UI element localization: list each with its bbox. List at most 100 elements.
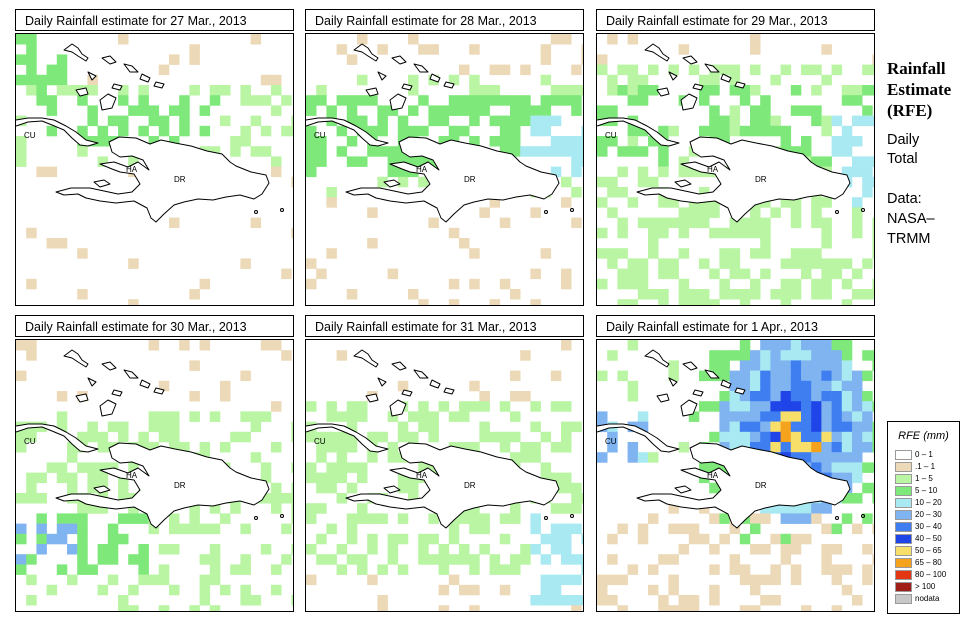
rainfall-cell (617, 187, 628, 198)
island-outline (389, 93, 407, 111)
rainfall-cell (510, 289, 521, 300)
rainfall-cell (530, 115, 541, 127)
rainfall-cell (852, 462, 863, 473)
rainfall-cell (169, 544, 180, 555)
rainfall-cell (36, 74, 47, 86)
rainfall-cell (648, 217, 659, 229)
rainfall-cell (627, 146, 639, 157)
rainfall-cell (739, 574, 751, 586)
rainfall-cell (550, 544, 562, 555)
rainfall-cell (811, 85, 822, 96)
rainfall-cell (209, 523, 221, 535)
rainfall-cell (790, 85, 802, 96)
hispaniola-outline (55, 442, 270, 529)
island-outline (153, 387, 165, 395)
rainfall-cell (97, 584, 109, 596)
sidebar-source-line: NASA– (887, 211, 935, 227)
rainfall-cell (260, 462, 272, 473)
rainfall-cell (719, 401, 730, 412)
rainfall-cell (510, 452, 521, 463)
rainfall-cell (678, 217, 690, 229)
legend-label: 0 – 1 (915, 450, 933, 459)
rainfall-cell (780, 340, 792, 351)
rainfall-cell (408, 156, 419, 167)
rainfall-cell (271, 340, 282, 351)
rainfall-cell (561, 340, 572, 351)
rainfall-cell (56, 533, 68, 545)
rainfall-cell (811, 350, 822, 361)
rainfall-cell (770, 289, 781, 300)
rainfall-cell (520, 544, 531, 555)
rainfall-cell (306, 278, 317, 290)
rainfall-cell (36, 493, 47, 504)
rainfall-cell (46, 533, 58, 545)
rainfall-cell (550, 95, 562, 106)
rainfall-cell (199, 340, 211, 351)
rainfall-cell (658, 268, 669, 280)
rainfall-cell (520, 115, 531, 127)
rainfall-cell (648, 452, 659, 463)
rainfall-cell (780, 258, 792, 269)
rainfall-cell (699, 95, 710, 106)
rainfall-cell (750, 421, 761, 433)
rainfall-cell (87, 431, 98, 443)
rainfall-cell (811, 380, 822, 392)
rainfall-cell (397, 176, 409, 188)
rainfall-cell (469, 74, 480, 86)
rainfall-cell (540, 248, 552, 259)
map-panel-mar31: Daily Rainfall estimate for 31 Mar., 201… (305, 315, 584, 612)
rainfall-cell (831, 64, 843, 76)
rainfall-cell (56, 64, 68, 76)
rainfall-cell (209, 503, 221, 514)
rainfall-cell (520, 64, 531, 76)
rainfall-cell (36, 523, 47, 535)
rainfall-cell (790, 217, 802, 229)
rainfall-cell (561, 442, 572, 453)
rainfall-cell (448, 227, 460, 239)
rainfall-cell (831, 115, 843, 127)
rainfall-cell (459, 442, 470, 453)
rainfall-cell (118, 595, 129, 606)
rainfall-cell (469, 115, 480, 127)
rainfall-cell (658, 289, 669, 300)
rainfall-cell (240, 85, 251, 96)
rainfall-cell (678, 289, 690, 300)
rainfall-cell (790, 513, 802, 524)
rainfall-cell (77, 431, 88, 443)
rainfall-cell (291, 125, 293, 137)
rainfall-cell (699, 289, 710, 300)
rainfall-cell (326, 431, 337, 443)
rainfall-cell (209, 544, 221, 555)
rainfall-cell (780, 391, 792, 402)
rainfall-cell (852, 431, 863, 443)
rainfall-cell (36, 95, 47, 106)
rainfall-cell (260, 472, 272, 484)
legend-item: 80 – 100 (895, 570, 959, 580)
island-outline (383, 179, 401, 188)
rainfall-cell (36, 533, 47, 545)
rainfall-cell (336, 564, 348, 575)
rainfall-cell (346, 136, 358, 147)
rainfall-cell (67, 472, 78, 484)
rainfall-cell (770, 401, 781, 412)
rainfall-cell (790, 146, 802, 157)
rainfall-cell (199, 584, 211, 596)
rainfall-cell (306, 136, 317, 147)
rainfall-cell (862, 176, 873, 188)
rainfall-cell (790, 391, 802, 402)
rainfall-cell (841, 166, 853, 178)
rainfall-cell (862, 574, 873, 586)
rainfall-cell (831, 472, 843, 484)
rainfall-cell (841, 401, 853, 412)
rainfall-cell (291, 595, 293, 606)
rainfall-cell (209, 95, 221, 106)
rainfall-cell (760, 442, 771, 453)
rainfall-cell (750, 125, 761, 137)
rainfall-cell (87, 503, 98, 514)
rainfall-cell (448, 523, 460, 535)
rainfall-cell (107, 523, 119, 535)
rainfall-cell (841, 350, 853, 361)
rainfall-cell (648, 64, 659, 76)
island-outline (139, 379, 151, 389)
rainfall-cell (770, 442, 781, 453)
